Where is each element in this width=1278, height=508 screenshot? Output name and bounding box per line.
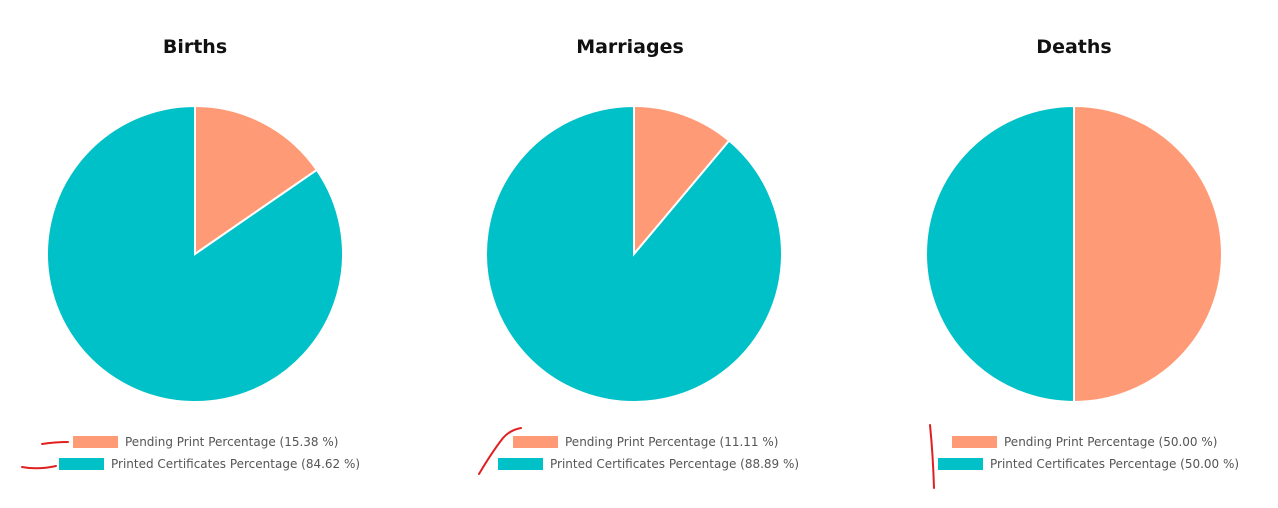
pie-slice-pending[interactable] xyxy=(633,104,731,257)
legend-item-pending[interactable]: Pending Print Percentage (50.00 %) xyxy=(952,435,1217,449)
legend-swatch-printed xyxy=(938,458,983,470)
legend-item-printed[interactable]: Printed Certificates Percentage (50.00 %… xyxy=(938,457,1239,471)
legend-swatch-pending xyxy=(513,436,558,448)
legend-item-pending[interactable]: Pending Print Percentage (15.38 %) xyxy=(73,435,338,449)
chart-title: Deaths xyxy=(1036,36,1112,58)
legend-label-printed: Printed Certificates Percentage (88.89 %… xyxy=(550,457,800,471)
chart-title: Marriages xyxy=(576,36,684,58)
legend-swatch-pending xyxy=(952,436,997,448)
legend-label-pending: Pending Print Percentage (11.11 %) xyxy=(565,435,779,449)
pie-slice-pending[interactable] xyxy=(1073,104,1223,404)
legend-swatch-printed xyxy=(498,458,543,470)
chart-title: Births xyxy=(162,36,228,58)
deaths-chart: Deaths Pending Print Percentage (50.00 %… xyxy=(852,0,1278,508)
legend-swatch-printed xyxy=(59,458,104,470)
deaths-pie xyxy=(925,104,1223,404)
legend-label-pending: Pending Print Percentage (15.38 %) xyxy=(125,435,339,449)
pie-slice-printed[interactable] xyxy=(46,104,344,403)
legend-item-printed[interactable]: Printed Certificates Percentage (84.62 %… xyxy=(59,457,360,471)
legend-swatch-pending xyxy=(73,436,118,448)
legend-item-pending[interactable]: Pending Print Percentage (11.11 %) xyxy=(513,435,778,449)
pie-slice-pending[interactable] xyxy=(194,104,319,256)
births-pie xyxy=(46,104,344,403)
marriages-pie xyxy=(485,104,783,403)
legend-label-printed: Printed Certificates Percentage (50.00 %… xyxy=(990,457,1240,471)
pie-slice-printed[interactable] xyxy=(485,104,783,403)
births-chart: Births Pending Print Percentage (15.38 %… xyxy=(0,0,426,508)
marriages-chart: Marriages Pending Print Percentage (11.1… xyxy=(426,0,852,508)
pie-slice-printed[interactable] xyxy=(925,104,1075,404)
legend-label-printed: Printed Certificates Percentage (84.62 %… xyxy=(111,457,361,471)
legend-label-pending: Pending Print Percentage (50.00 %) xyxy=(1004,435,1218,449)
legend-item-printed[interactable]: Printed Certificates Percentage (88.89 %… xyxy=(498,457,799,471)
